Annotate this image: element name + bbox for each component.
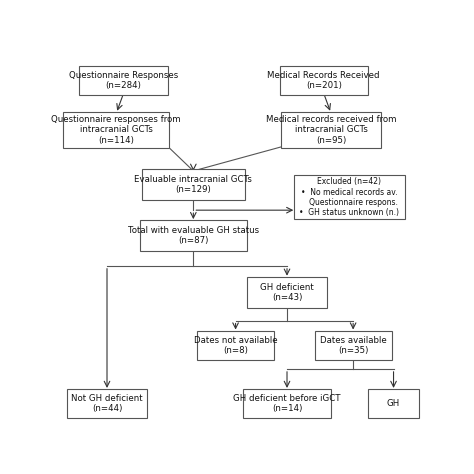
Text: Dates available
(n=35): Dates available (n=35) (320, 336, 386, 355)
FancyBboxPatch shape (246, 277, 328, 308)
FancyBboxPatch shape (142, 169, 245, 200)
FancyBboxPatch shape (294, 175, 405, 219)
Text: Dates not available
(n=8): Dates not available (n=8) (194, 336, 277, 355)
Text: Medical Records Received
(n=201): Medical Records Received (n=201) (267, 71, 380, 91)
Text: Questionnaire responses from
intracranial GCTs
(n=114): Questionnaire responses from intracrania… (51, 115, 181, 145)
Text: Not GH deficient
(n=44): Not GH deficient (n=44) (71, 394, 143, 413)
FancyBboxPatch shape (315, 331, 392, 360)
FancyBboxPatch shape (282, 112, 381, 148)
Text: Total with evaluable GH status
(n=87): Total with evaluable GH status (n=87) (128, 226, 259, 246)
Text: Questionnaire Responses
(n=284): Questionnaire Responses (n=284) (69, 71, 178, 91)
FancyBboxPatch shape (243, 389, 331, 418)
FancyBboxPatch shape (66, 389, 147, 418)
FancyBboxPatch shape (80, 66, 168, 95)
FancyBboxPatch shape (197, 331, 274, 360)
FancyBboxPatch shape (280, 66, 368, 95)
Text: GH deficient before iGCT
(n=14): GH deficient before iGCT (n=14) (233, 394, 341, 413)
Text: Excluded (n=42)
•  No medical records av.
   Questionnaire respons.
•  GH status: Excluded (n=42) • No medical records av.… (300, 177, 400, 218)
FancyBboxPatch shape (63, 112, 170, 148)
FancyBboxPatch shape (368, 389, 419, 418)
Text: Evaluable intracranial GCTs
(n=129): Evaluable intracranial GCTs (n=129) (135, 175, 252, 194)
Text: GH: GH (387, 399, 400, 408)
Text: GH deficient
(n=43): GH deficient (n=43) (260, 283, 314, 302)
FancyBboxPatch shape (140, 220, 246, 251)
Text: Medical records received from
intracranial GCTs
(n=95): Medical records received from intracrani… (266, 115, 396, 145)
